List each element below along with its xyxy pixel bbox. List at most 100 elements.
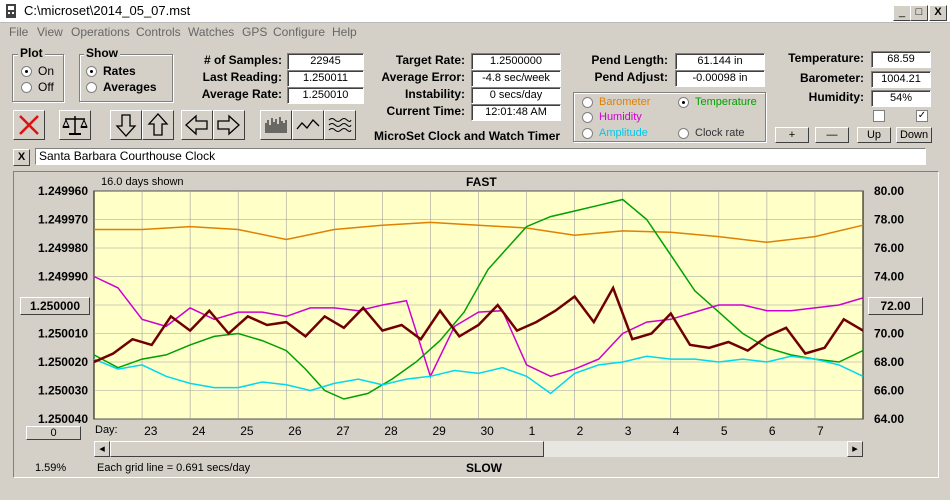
left-axis: 1.249960 1.249970 1.249980 1.249990 1.250010… [38, 184, 88, 426]
x-tick-label: 23 [144, 424, 158, 438]
clock-rate-radio[interactable] [678, 128, 689, 139]
target-rate-value[interactable]: 1.2500000 [471, 53, 561, 70]
clock-name-input[interactable]: Santa Barbara Courthouse Clock [35, 148, 926, 165]
plot-group-title: Plot [18, 46, 45, 60]
x-tick-label: 7 [817, 424, 824, 438]
menu-help[interactable]: Help [332, 25, 357, 39]
down-button[interactable]: Down [896, 127, 932, 143]
pend-length-value[interactable]: 61.144 in [675, 53, 765, 70]
humidity-radio[interactable] [582, 112, 593, 123]
checkbox-left[interactable] [873, 110, 885, 122]
balance-button[interactable] [59, 110, 91, 140]
plot-on-label: On [38, 64, 55, 78]
stop-button[interactable] [13, 110, 45, 140]
right-tick-label: 76.00 [874, 241, 904, 255]
balance-scale-icon [62, 116, 88, 135]
x-axis: 23 24 25 26 27 28 29 30 1 2 3 4 5 6 7 [144, 424, 824, 438]
right-tick-label: 78.00 [874, 213, 904, 227]
show-averages-label: Averages [103, 80, 157, 94]
close-button[interactable]: X [929, 5, 947, 21]
bars-view-button[interactable] [260, 110, 292, 140]
amplitude-radio[interactable] [582, 128, 593, 139]
minus-button[interactable]: — [815, 127, 849, 143]
show-averages-radio[interactable] [86, 82, 97, 93]
arrow-left-icon [185, 114, 208, 136]
x-tick-label: 24 [192, 424, 206, 438]
left-tick-label: 1.250040 [38, 412, 88, 426]
x-tick-label: 1 [529, 424, 536, 438]
app-icon [5, 4, 17, 18]
waves-icon [328, 118, 352, 132]
last-reading-label: Last Reading: [202, 70, 282, 84]
menu-configure[interactable]: Configure [273, 25, 326, 39]
temperature-option-label: Temperature [695, 96, 757, 108]
temperature-radio[interactable] [678, 97, 689, 108]
days-shown-label: 16.0 days shown [101, 176, 184, 188]
right-tick-label: 70.00 [874, 327, 904, 341]
menu-file[interactable]: File [9, 25, 29, 39]
down-arrow-button[interactable] [110, 110, 142, 140]
curve-view-button[interactable] [292, 110, 324, 140]
series-line-amplitude [93, 355, 864, 395]
menu-operations[interactable]: Operations [71, 25, 130, 39]
pend-adjust-value: -0.00098 in [675, 70, 765, 87]
humidity-label: Humidity: [808, 90, 864, 104]
left-tick-label: 1.249970 [38, 213, 88, 227]
scroll-right-button[interactable]: ▸ [847, 441, 863, 457]
temperature-value: 68.59 [871, 51, 931, 68]
x-tick-label: 6 [769, 424, 776, 438]
clear-name-button[interactable]: X [13, 149, 30, 166]
maximize-button[interactable]: □ [910, 5, 928, 21]
menu-controls[interactable]: Controls [136, 25, 181, 39]
right-center-value-button[interactable]: 72.00 [868, 297, 923, 315]
sensor-options-box [573, 92, 766, 142]
show-group [79, 54, 173, 102]
series-line-humidity [93, 275, 864, 379]
average-error-label: Average Error: [381, 70, 465, 84]
right-tick-label: 68.00 [874, 355, 904, 369]
checkbox-right[interactable]: ✓ [916, 110, 928, 122]
barometer-option-label: Barometer [599, 96, 651, 108]
up-arrow-button[interactable] [142, 110, 174, 140]
app-caption: MicroSet Clock and Watch Timer [374, 129, 561, 143]
offset-zero-button[interactable]: 0 [26, 426, 81, 440]
last-reading-value: 1.250011 [287, 70, 364, 87]
arrow-down-icon [115, 114, 137, 137]
left-tick-label: 1.250030 [38, 384, 88, 398]
samples-label: # of Samples: [203, 53, 282, 67]
arrow-up-icon [147, 113, 169, 136]
plot-off-radio[interactable] [21, 82, 32, 93]
plot-on-radio[interactable] [21, 66, 32, 77]
window-title: C:\microset\2014_05_07.mst [24, 3, 191, 18]
up-button[interactable]: Up [857, 127, 891, 143]
x-tick-label: 5 [721, 424, 728, 438]
bars-icon [265, 117, 287, 133]
temperature-label: Temperature: [788, 51, 864, 65]
x-tick-label: 2 [577, 424, 584, 438]
menu-bar: File View Operations Controls Watches GP… [0, 23, 950, 42]
scroll-thumb[interactable] [110, 441, 544, 457]
red-x-icon [19, 115, 39, 135]
left-arrow-button[interactable] [181, 110, 213, 140]
x-tick-label: 27 [336, 424, 350, 438]
waves-view-button[interactable] [324, 110, 356, 140]
title-bar: C:\microset\2014_05_07.mst _ □ X [0, 0, 950, 23]
scroll-left-button[interactable]: ◂ [94, 441, 110, 457]
humidity-option-label: Humidity [599, 111, 642, 123]
left-center-value-button[interactable]: 1.250000 [20, 297, 90, 315]
target-rate-label: Target Rate: [395, 53, 465, 67]
right-tick-label: 64.00 [874, 412, 904, 426]
menu-watches[interactable]: Watches [188, 25, 235, 39]
x-tick-label: 25 [240, 424, 254, 438]
menu-view[interactable]: View [37, 25, 63, 39]
show-rates-radio[interactable] [86, 66, 97, 77]
day-label: Day: [95, 424, 118, 436]
right-tick-label: 66.00 [874, 384, 904, 398]
left-tick-label: 1.249980 [38, 241, 88, 255]
menu-gps[interactable]: GPS [242, 25, 268, 39]
x-tick-label: 29 [432, 424, 446, 438]
plus-button[interactable]: + [775, 127, 809, 143]
right-arrow-button[interactable] [213, 110, 245, 140]
barometer-radio[interactable] [582, 97, 593, 108]
